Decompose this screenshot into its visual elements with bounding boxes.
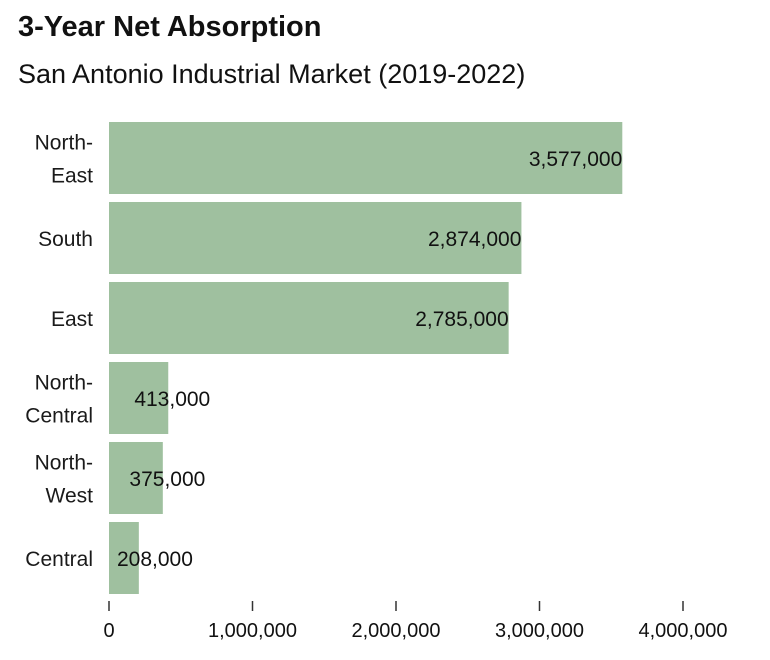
x-axis: 0 1,000,000 2,000,000 3,000,000 4,000,000 <box>103 601 727 642</box>
value-label: 413,000 <box>134 388 210 411</box>
value-label: 208,000 <box>117 548 193 571</box>
bar <box>109 202 522 274</box>
x-tick-label: 0 <box>103 620 114 642</box>
value-label: 3,577,000 <box>529 148 622 171</box>
category-label: North- <box>35 452 93 475</box>
value-label: 2,785,000 <box>415 308 508 331</box>
chart-title: 3-Year Net Absorption <box>18 11 322 43</box>
category-label: East <box>51 165 93 188</box>
category-label: North- <box>35 372 93 395</box>
bar <box>109 122 623 194</box>
x-tick-label: 3,000,000 <box>495 620 584 642</box>
bar <box>109 362 169 434</box>
category-label: South <box>38 228 93 251</box>
bar <box>109 442 163 514</box>
category-label: Central <box>25 405 93 428</box>
category-label: East <box>51 308 93 331</box>
x-tick-label: 4,000,000 <box>639 620 728 642</box>
category-label: Central <box>25 548 93 571</box>
bar <box>109 522 139 594</box>
value-label: 375,000 <box>129 468 205 491</box>
value-labels-layer: 3,577,000 2,874,000 2,785,000 413,000 375,00… <box>117 148 622 571</box>
category-label: North- <box>35 132 93 155</box>
x-tick-label: 2,000,000 <box>352 620 441 642</box>
x-tick-label: 1,000,000 <box>208 620 297 642</box>
category-labels-layer: North- East South East North- Central North- We… <box>25 132 93 572</box>
chart-subtitle: San Antonio Industrial Market (2019-2022… <box>18 59 526 89</box>
value-label: 2,874,000 <box>428 228 521 251</box>
category-label: West <box>46 485 94 508</box>
bars-layer <box>109 122 623 594</box>
bar <box>109 282 509 354</box>
